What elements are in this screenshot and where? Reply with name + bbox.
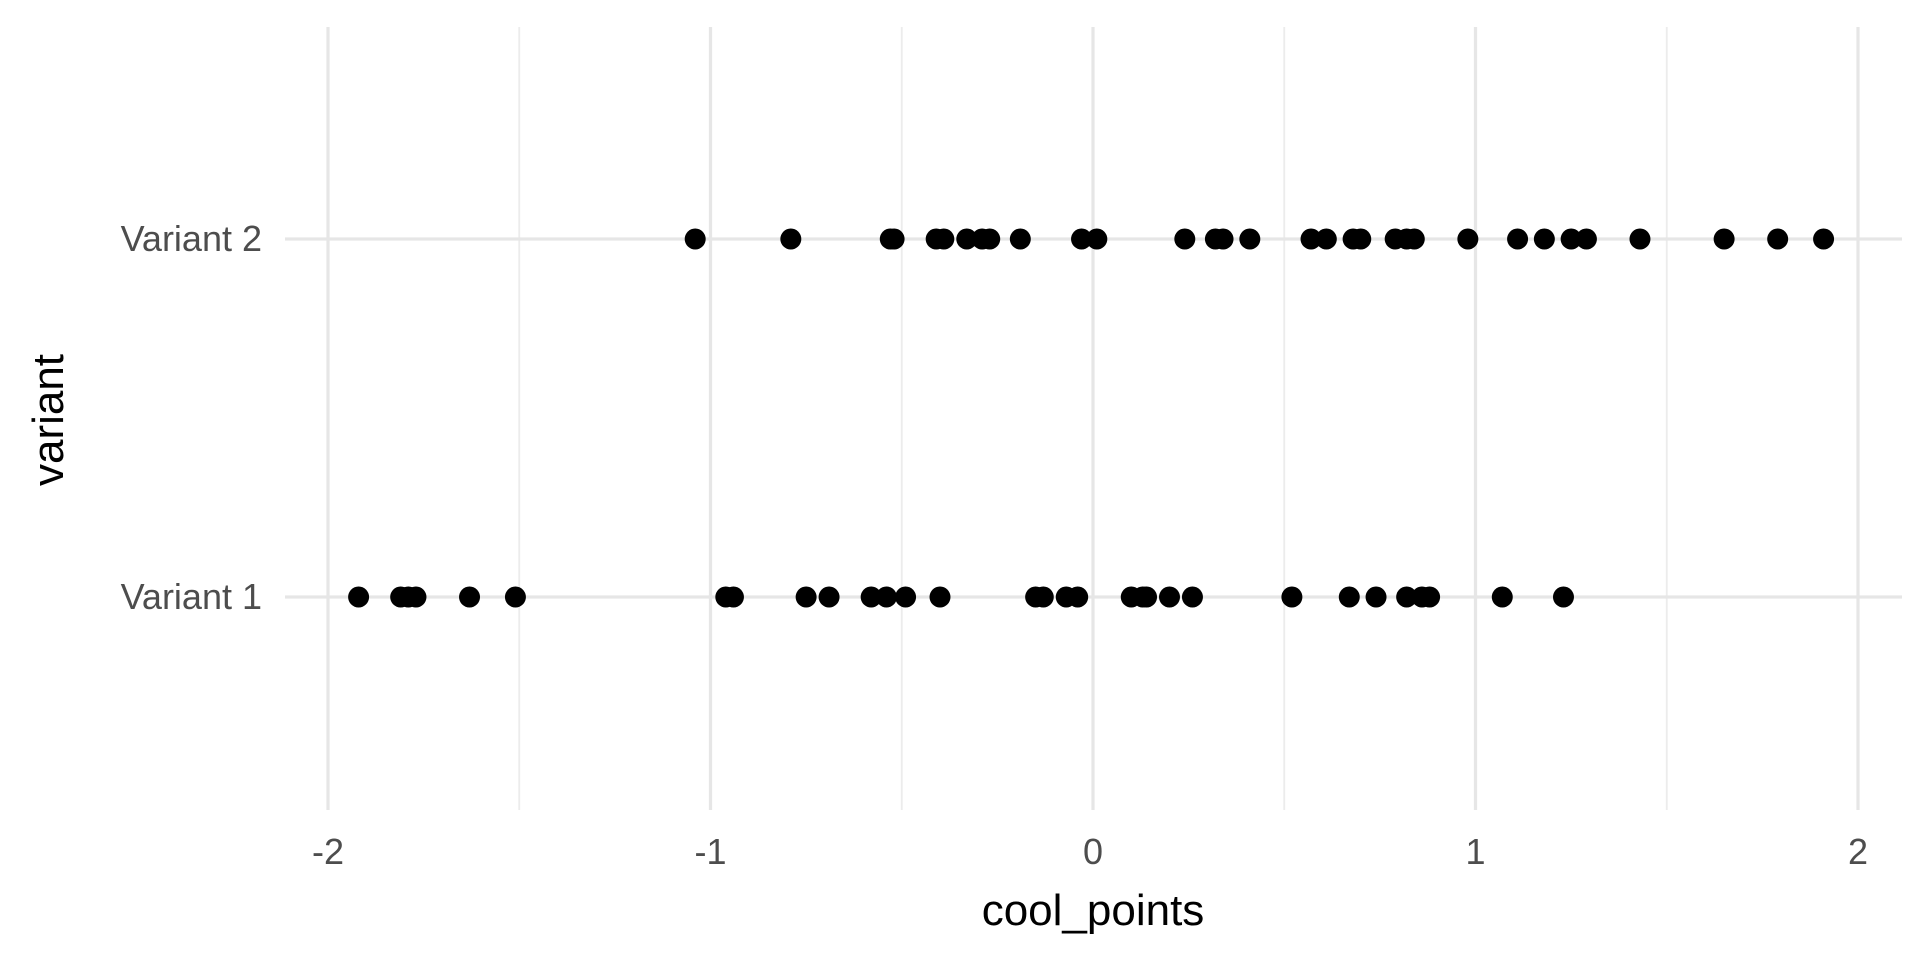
data-point <box>1552 586 1574 608</box>
data-point <box>795 586 817 608</box>
data-point <box>1575 228 1597 250</box>
data-point <box>722 586 744 608</box>
data-point <box>1350 228 1372 250</box>
data-point <box>875 586 897 608</box>
data-point <box>1086 228 1108 250</box>
data-point <box>1315 228 1337 250</box>
data-point <box>883 228 905 250</box>
data-point <box>1181 586 1203 608</box>
data-point <box>1281 586 1303 608</box>
data-point <box>979 228 1001 250</box>
x-tick-label: 2 <box>1848 831 1868 872</box>
data-point <box>1212 228 1234 250</box>
data-points <box>348 228 1835 608</box>
x-axis-title: cool_points <box>982 886 1205 935</box>
data-point <box>1136 586 1158 608</box>
data-point <box>1071 228 1093 250</box>
data-point <box>1174 228 1196 250</box>
data-point <box>504 586 526 608</box>
data-point <box>1009 228 1031 250</box>
data-point <box>1396 586 1418 608</box>
data-point <box>1159 586 1180 608</box>
data-point <box>956 228 978 250</box>
data-point <box>860 586 882 608</box>
data-point <box>1457 228 1479 250</box>
y-tick-label: Variant 2 <box>121 218 262 259</box>
x-tick-label: -1 <box>694 831 726 872</box>
y-tick-labels: Variant 1 Variant 2 <box>121 218 262 617</box>
x-tick-label: 0 <box>1083 831 1103 872</box>
x-tick-labels: -2 -1 0 1 2 <box>312 831 1868 872</box>
data-point <box>1560 228 1582 250</box>
data-point <box>818 586 840 608</box>
x-tick-label: 1 <box>1465 831 1485 872</box>
data-point <box>1533 228 1555 250</box>
data-point <box>459 586 481 608</box>
data-point <box>405 586 427 608</box>
data-point <box>1300 228 1322 250</box>
data-point <box>895 586 917 608</box>
y-tick-label: Variant 1 <box>121 576 262 617</box>
data-point <box>1338 586 1360 608</box>
data-point <box>780 228 802 250</box>
data-point <box>1629 228 1651 250</box>
y-axis-title: variant <box>24 354 73 486</box>
grid-lines <box>285 27 1902 810</box>
data-point <box>933 228 955 250</box>
data-point <box>684 228 706 250</box>
data-point <box>929 586 951 608</box>
data-point <box>1491 586 1513 608</box>
data-point <box>1419 586 1441 608</box>
x-tick-label: -2 <box>312 831 344 872</box>
data-point <box>1239 228 1261 250</box>
data-point <box>1767 228 1789 250</box>
data-point <box>1713 228 1735 250</box>
data-point <box>1365 586 1387 608</box>
data-point <box>1403 228 1425 250</box>
data-point <box>1032 586 1054 608</box>
data-point <box>348 586 370 608</box>
data-point <box>1067 586 1089 608</box>
data-point <box>1507 228 1529 250</box>
data-point <box>1813 228 1835 250</box>
